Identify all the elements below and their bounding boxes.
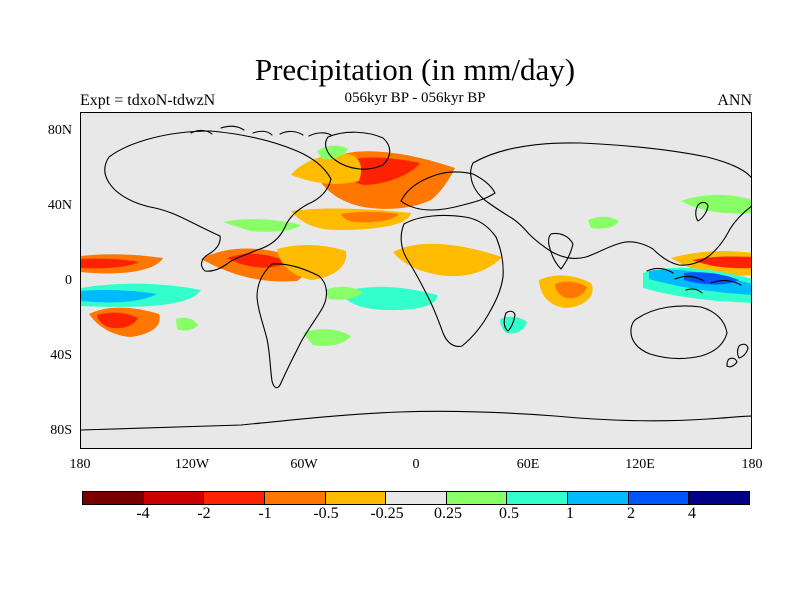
map-title: Precipitation (in mm/day) xyxy=(254,52,576,87)
colorbar-label-pos-4: 4 xyxy=(688,505,696,522)
south-america-coastline xyxy=(256,263,328,389)
x-tick-60e: 60E xyxy=(516,457,540,472)
colorbar-label-neg-0-5: -0.5 xyxy=(313,505,339,522)
southeast-asia-islands xyxy=(646,268,742,294)
x-tick-180-right: 180 xyxy=(741,457,763,472)
japan-coastline xyxy=(695,201,709,222)
anomaly-patch-south-pacific-core xyxy=(97,312,138,329)
map-subtitle: 056kyr BP - 056kyr BP xyxy=(344,90,486,106)
north-america-coastline xyxy=(104,130,332,272)
colorbar-swatch-0 xyxy=(83,492,144,504)
colorbar-label-pos-0-5: 0.5 xyxy=(499,505,519,522)
coastlines xyxy=(81,125,751,431)
colorbar-swatch-6 xyxy=(446,492,508,504)
anomaly-patch-south-pacific-green xyxy=(176,317,198,331)
anomaly-patch-east-asia-green xyxy=(699,198,745,211)
anomaly-patch-indian-green xyxy=(588,216,619,229)
colorbar-label-neg-2: -2 xyxy=(197,505,211,522)
colorbar-swatch-1 xyxy=(143,492,205,504)
y-tick-80n: 80N xyxy=(47,123,72,138)
colorbar-label-pos-2: 2 xyxy=(627,505,635,522)
colorbar-label-neg-4: -4 xyxy=(136,505,150,522)
anomaly-patch-north-atlantic-inner xyxy=(343,157,420,185)
asia-coastline xyxy=(470,142,751,266)
anomaly-patch-indian-ocean-core xyxy=(555,281,587,299)
map-canvas xyxy=(81,113,751,448)
anomaly-patch-east-pacific-itcz-core xyxy=(81,258,139,269)
anomaly-patch-equatorial-pacific-wetcore xyxy=(81,290,157,303)
y-tick-40s: 40S xyxy=(50,348,72,363)
anomaly-patch-north-africa xyxy=(393,243,502,277)
colorbar-swatch-7 xyxy=(507,492,569,504)
colorbar-label-neg-1: -1 xyxy=(258,505,272,522)
europe-coastline xyxy=(400,171,496,211)
x-tick-180-left: 180 xyxy=(69,457,91,472)
anomaly-patch-north-atlantic-green xyxy=(317,145,348,160)
greenland-coastline xyxy=(325,131,391,170)
anomaly-patch-tropical-atlantic xyxy=(277,245,347,280)
madagascar-coastline xyxy=(503,310,516,332)
colorbar-swatch-8 xyxy=(568,492,629,504)
season-label: ANN xyxy=(717,92,752,109)
india-coastline xyxy=(548,232,574,270)
anomaly-patch-subtropical-atlantic-core xyxy=(341,211,399,223)
x-tick-0: 0 xyxy=(412,457,420,472)
colorbar-swatch-3 xyxy=(264,492,326,504)
y-tick-0: 0 xyxy=(65,273,72,288)
anomaly-patch-south-atlantic-wet-edge xyxy=(325,286,363,300)
anomaly-patch-south-atlantic-wet xyxy=(339,286,438,311)
precipitation-colorbar xyxy=(82,491,750,505)
anomaly-patch-west-pacific-north-core xyxy=(692,256,751,269)
precipitation-map xyxy=(80,112,752,449)
x-tick-120e: 120E xyxy=(625,457,655,472)
experiment-label: Expt = tdxoN-tdwzN xyxy=(80,92,216,109)
antarctica-coastline xyxy=(81,410,751,431)
colorbar-swatch-10 xyxy=(689,492,750,504)
anomaly-patch-indonesia-wet-strong xyxy=(684,272,739,285)
x-tick-120w: 120W xyxy=(174,457,210,472)
colorbar-swatch-2 xyxy=(204,492,265,504)
y-tick-40n: 40N xyxy=(47,198,72,213)
anomaly-patch-north-atlantic-outer xyxy=(291,153,362,184)
new-zealand-coastline xyxy=(726,343,749,368)
anomaly-patch-southern-ocean-green xyxy=(303,329,351,346)
arctic-islands xyxy=(190,125,332,137)
x-tick-60w: 60W xyxy=(290,457,318,472)
africa-coastline xyxy=(400,214,504,347)
colorbar-swatch-5 xyxy=(386,492,447,504)
y-tick-80s: 80S xyxy=(50,423,72,438)
colorbar-swatch-9 xyxy=(628,492,690,504)
anomaly-patch-pacific-green-band xyxy=(223,219,301,232)
colorbar-swatch-4 xyxy=(325,492,387,504)
australia-coastline xyxy=(630,305,728,359)
colorbar-label-pos-1: 1 xyxy=(566,505,574,522)
colorbar-label-pos-0-25: 0.25 xyxy=(434,505,462,522)
colorbar-label-neg-0-25: -0.25 xyxy=(370,505,404,522)
